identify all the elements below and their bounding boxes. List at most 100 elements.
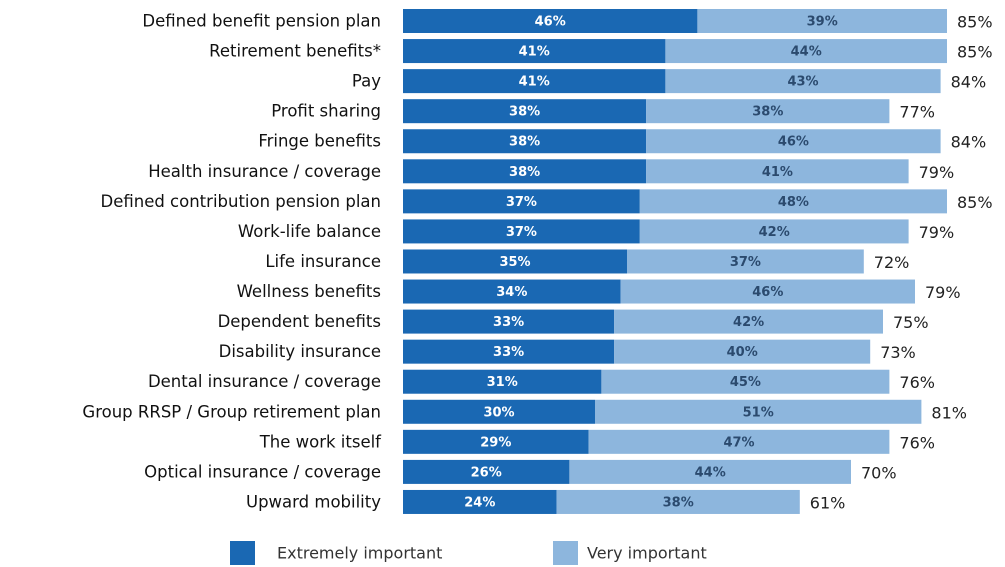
bar-segment xyxy=(697,9,947,33)
segment-label: 43% xyxy=(787,75,818,90)
bar-segment xyxy=(639,189,947,214)
category-label: Retirement benefits* xyxy=(209,42,381,61)
segment-label: 37% xyxy=(730,255,761,270)
total-label: 72% xyxy=(874,253,910,272)
total-label: 75% xyxy=(893,313,929,332)
segment-label: 44% xyxy=(791,45,822,60)
bar-segment xyxy=(403,279,621,304)
category-label: Dental insurance / coverage xyxy=(148,372,381,391)
segment-label: 38% xyxy=(752,105,783,120)
bar-segment xyxy=(665,39,947,64)
bar-segment xyxy=(403,9,698,33)
total-label: 85% xyxy=(957,43,993,62)
category-label: Health insurance / coverage xyxy=(148,162,381,181)
segment-label: 38% xyxy=(509,135,540,150)
total-label: 77% xyxy=(899,103,935,122)
total-label: 76% xyxy=(899,373,935,392)
bar-segment xyxy=(403,309,615,334)
bar-segment xyxy=(403,159,647,184)
segment-label: 38% xyxy=(509,105,540,120)
category-label: Fringe benefits xyxy=(258,132,381,151)
bar-segment xyxy=(403,459,570,484)
total-label: 79% xyxy=(919,163,955,182)
segment-label: 45% xyxy=(730,375,761,390)
category-label: Life insurance xyxy=(265,252,381,271)
legend-label: Extremely important xyxy=(277,544,442,563)
segment-label: 42% xyxy=(759,225,790,240)
bar-segment xyxy=(614,309,883,334)
bar-segment xyxy=(601,369,890,394)
segment-label: 29% xyxy=(480,435,511,450)
total-label: 84% xyxy=(951,73,987,92)
bar-segment xyxy=(646,99,890,124)
bar-segment xyxy=(403,39,666,64)
segment-label: 42% xyxy=(733,315,764,330)
segment-label: 41% xyxy=(519,45,550,60)
bar-segment xyxy=(403,189,640,214)
segment-label: 38% xyxy=(663,495,694,510)
bar-segment xyxy=(403,99,647,124)
total-label: 81% xyxy=(931,403,967,422)
category-label: Dependent benefits xyxy=(218,312,381,331)
total-label: 84% xyxy=(951,133,987,152)
category-label: Defined benefit pension plan xyxy=(142,12,381,31)
category-label: The work itself xyxy=(259,432,382,451)
total-label: 61% xyxy=(810,493,846,512)
segment-label: 31% xyxy=(487,375,518,390)
bar-segment xyxy=(646,129,941,154)
bar-segment xyxy=(620,279,915,304)
legend-swatch xyxy=(553,541,578,565)
bar-segment xyxy=(646,159,909,184)
segment-label: 44% xyxy=(695,465,726,480)
category-label: Profit sharing xyxy=(271,102,381,121)
bar-segment xyxy=(403,219,640,244)
bar-segment xyxy=(595,399,922,424)
legend-label: Very important xyxy=(587,544,707,563)
bar-segment xyxy=(403,369,602,394)
segment-label: 48% xyxy=(778,195,809,210)
bar-segment xyxy=(403,339,615,364)
segment-label: 33% xyxy=(493,315,524,330)
total-label: 76% xyxy=(899,433,935,452)
segment-label: 26% xyxy=(471,465,502,480)
segment-label: 34% xyxy=(496,285,527,300)
segment-label: 46% xyxy=(535,15,566,30)
bar-segment xyxy=(639,219,909,244)
bar-segment xyxy=(403,129,647,154)
total-label: 79% xyxy=(925,283,961,302)
segment-label: 33% xyxy=(493,345,524,360)
segment-label: 37% xyxy=(506,195,537,210)
category-label: Group RRSP / Group retirement plan xyxy=(82,402,381,421)
segment-label: 41% xyxy=(519,75,550,90)
total-label: 79% xyxy=(919,223,955,242)
segment-label: 47% xyxy=(723,435,754,450)
bar-segment xyxy=(665,69,941,94)
total-label: 73% xyxy=(880,343,916,362)
category-label: Pay xyxy=(352,72,381,91)
bar-segment xyxy=(627,249,864,274)
segment-label: 41% xyxy=(762,165,793,180)
segment-label: 46% xyxy=(778,135,809,150)
segment-label: 38% xyxy=(509,165,540,180)
segment-label: 39% xyxy=(807,15,838,30)
category-label: Upward mobility xyxy=(246,492,381,511)
category-label: Disability insurance xyxy=(219,342,381,361)
bar-segment xyxy=(403,69,666,94)
bar-segment xyxy=(403,249,627,274)
category-label: Optical insurance / coverage xyxy=(144,462,381,481)
bar-segment xyxy=(588,429,890,454)
segment-label: 51% xyxy=(743,405,774,420)
bar-segment xyxy=(403,429,589,454)
bar-segment xyxy=(614,339,871,364)
segment-label: 30% xyxy=(483,405,514,420)
category-label: Work-life balance xyxy=(238,222,381,241)
bar-segment xyxy=(569,459,851,484)
legend-swatch xyxy=(230,541,255,565)
segment-label: 37% xyxy=(506,225,537,240)
bar-segment xyxy=(403,489,557,514)
segment-label: 35% xyxy=(499,255,530,270)
segment-label: 40% xyxy=(727,345,758,360)
bar-segment xyxy=(556,489,800,514)
